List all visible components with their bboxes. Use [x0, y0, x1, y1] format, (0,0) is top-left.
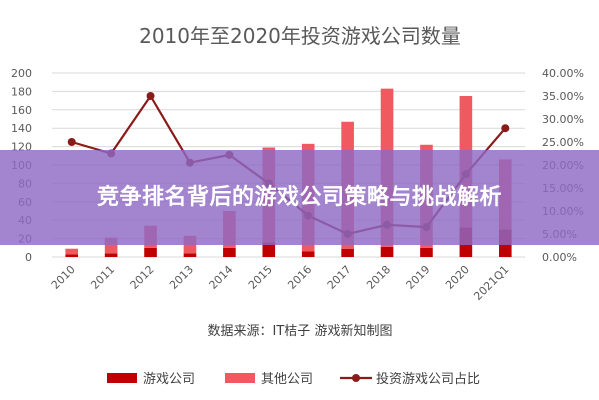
bar-game-companies: [183, 253, 197, 257]
x-tick-label: 2019: [404, 263, 433, 292]
x-tick-label: 2021Q1: [471, 263, 511, 303]
x-tick-label: 2011: [88, 263, 117, 292]
x-tick-label: 2015: [246, 263, 275, 292]
legend-label: 投资游戏公司占比: [376, 371, 480, 387]
left-tick-label: 180: [11, 85, 32, 98]
x-tick-label: 2012: [128, 263, 157, 292]
bar-game-companies: [301, 251, 315, 257]
legend-label: 其他公司: [261, 372, 313, 387]
left-tick-label: 0: [25, 251, 32, 264]
bar-other-companies: [65, 248, 79, 255]
legend-swatch: [225, 373, 255, 383]
ratio-point: [67, 138, 76, 146]
x-tick-label: 2018: [364, 263, 393, 292]
legend-label: 游戏公司: [143, 372, 195, 387]
bar-game-companies: [380, 246, 394, 257]
x-tick-label: 2010: [49, 263, 78, 292]
right-tick-label: 35.00%: [542, 90, 584, 103]
left-tick-label: 140: [11, 122, 32, 135]
x-tick-label: 2020: [443, 263, 472, 292]
source-note: 数据来源：IT桔子 游戏新知制图: [208, 323, 393, 339]
left-tick-label: 200: [11, 67, 32, 80]
legend: 游戏公司 其他公司 投资游戏公司占比: [107, 371, 480, 387]
right-tick-label: 30.00%: [542, 113, 584, 126]
ratio-point: [146, 92, 155, 100]
x-tick-label: 2017: [325, 263, 354, 292]
x-axis-ticks: 2010 2011 2012 2013 2014 2015 2016 2017 2018 2019…: [49, 263, 512, 303]
banner-title: 竞争排名背后的游戏公司策略与挑战解析: [96, 184, 502, 210]
left-tick-label: 160: [11, 104, 32, 117]
overlay-banner: 竞争排名背后的游戏公司策略与挑战解析: [0, 150, 599, 245]
right-tick-label: 40.00%: [542, 67, 584, 80]
legend-swatch: [107, 373, 137, 383]
ratio-point: [501, 124, 510, 133]
bar-game-companies: [65, 254, 79, 257]
bar-game-companies: [104, 253, 118, 257]
bar-game-companies: [341, 248, 354, 257]
x-tick-label: 2016: [285, 263, 314, 292]
chart-title: 2010年至2020年投资游戏公司数量: [139, 24, 461, 48]
x-tick-label: 2013: [167, 263, 196, 292]
right-tick-label: 25.00%: [542, 136, 584, 149]
right-tick-label: 0.00%: [542, 251, 577, 264]
legend-swatch-marker: [352, 374, 360, 382]
bar-game-companies: [262, 242, 276, 257]
bar-game-companies: [144, 247, 157, 257]
x-tick-label: 2014: [207, 263, 236, 292]
bar-game-companies: [223, 247, 236, 257]
bar-game-companies: [420, 247, 433, 257]
